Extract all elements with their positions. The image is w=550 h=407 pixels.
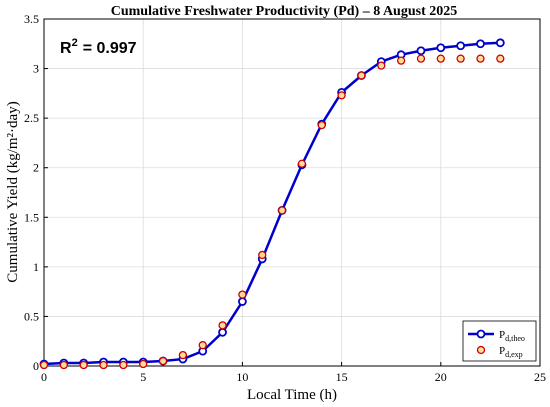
y-axis-label: Cumulative Yield (kg/m²·day) [5,101,21,282]
legend-exp-subscript: d,exp [505,350,523,359]
legend-exp-marker [476,345,486,355]
legend-exp-name: P [499,345,505,357]
legend-theo-subscript: d,theo [505,334,525,343]
legend-theo-label: Pd,theo [499,329,525,343]
theo-point [476,39,485,49]
legend-box [462,320,537,362]
r2-symbol: R [60,40,72,57]
exp-point [396,56,406,65]
exp-point [99,360,108,370]
x-tick-label: 25 [534,370,546,384]
x-tick-label: 5 [140,370,146,384]
exp-point [436,54,445,63]
theo-point [436,43,446,53]
y-tick-label: 0 [33,359,39,373]
exp-point [258,250,267,260]
exp-point [39,360,49,370]
x-tick-label: 15 [336,370,348,384]
exp-point [158,356,168,366]
y-tick-label: 1.5 [24,210,39,224]
theo-point [416,46,426,56]
chart-title: Cumulative Freshwater Productivity (Pd) … [111,4,458,19]
exp-point [317,120,326,130]
theo-point [218,327,227,337]
legend-exp-label: Pd,exp [499,345,523,359]
axis-ticks: 0 5 10 15 20 25 0 0.5 1 1.5 2 2.5 3 3.5 [24,12,546,384]
grid [44,19,540,366]
exp-point [198,341,207,350]
legend-theo-marker [476,329,486,339]
x-tick-label: 0 [41,370,47,384]
r-squared-annotation: R2 = 0.997 [60,37,137,57]
x-tick-label: 10 [236,370,248,384]
x-axis-label: Local Time (h) [247,387,337,403]
theo-point [456,41,466,51]
y-tick-label: 2.5 [24,111,39,125]
exp-point [337,91,346,100]
exp-point [139,359,148,369]
exp-point [119,360,128,370]
plot-frame [43,18,541,367]
y-tick-label: 0.5 [24,309,39,323]
y-tick-label: 3.5 [24,12,39,26]
legend: Pd,theo Pd,exp [462,320,537,362]
exp-point [79,360,88,370]
exp-point [277,206,287,215]
exp-point [178,350,188,360]
theo-series-line [43,41,501,366]
r2-superscript: 2 [72,37,78,49]
legend-theo-name: P [499,329,505,341]
y-tick-label: 2 [33,161,39,175]
exp-point [297,159,307,168]
exp-point [238,290,247,299]
x-tick-label: 20 [435,370,447,384]
theo-point [495,38,505,48]
exp-point [357,71,366,80]
series-layer [39,38,505,370]
exp-point [456,54,465,63]
y-tick-label: 3 [33,62,39,76]
exp-point [59,360,68,370]
theo-point [237,297,247,306]
y-tick-label: 1 [33,260,39,274]
r2-value: = 0.997 [83,40,137,57]
exp-point [476,54,485,63]
exp-point [377,61,386,70]
exp-point [218,321,227,330]
exp-point [496,54,505,63]
exp-point [416,54,426,63]
